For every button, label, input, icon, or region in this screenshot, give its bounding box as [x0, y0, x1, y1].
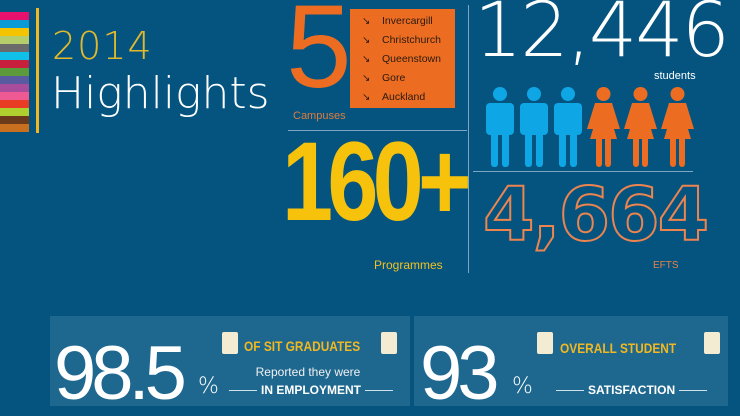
stat-line-bold: IN EMPLOYMENT — [225, 383, 397, 397]
campus-item: ↘ Auckland — [362, 88, 455, 107]
programme-count: 160+ — [282, 119, 472, 244]
color-bar — [0, 124, 29, 132]
arrow-icon: ↘ — [362, 54, 371, 65]
color-bar — [0, 100, 29, 108]
campus-item: ↘ Queenstown — [362, 50, 455, 69]
student-count: 12,446 — [474, 0, 730, 74]
stat-line-bold: SATISFACTION — [552, 383, 711, 397]
male-student-icon — [519, 87, 553, 172]
employment-stat-card: 98.5 % OF SIT GRADUATES Reported they we… — [50, 316, 410, 412]
male-student-icon — [485, 87, 519, 172]
female-student-icon — [661, 87, 698, 172]
thumbs-up-icon — [222, 332, 238, 354]
color-bars — [0, 12, 29, 132]
color-bar — [0, 12, 29, 20]
stat-unit: % — [512, 374, 533, 399]
color-bar — [0, 116, 29, 124]
thumbs-up-icon — [704, 332, 720, 354]
stat-unit: % — [198, 374, 219, 399]
arrow-icon: ↘ — [362, 35, 371, 46]
satisfaction-stat-card: 93 % OVERALL STUDENT SATISFACTION — [414, 316, 728, 412]
arrow-icon: ↘ — [362, 92, 371, 103]
divider — [468, 5, 469, 273]
page-title: Highlights — [51, 68, 270, 119]
color-bar — [0, 84, 29, 92]
thumbs-up-icon — [537, 332, 553, 354]
campus-list: ↘ Invercargill ↘ Christchurch ↘ Queenstown … — [350, 9, 455, 108]
student-label: students — [654, 70, 696, 82]
arrow-icon: ↘ — [362, 73, 371, 84]
efts-count: 4,664 — [482, 172, 710, 258]
campus-label: Campuses — [293, 110, 346, 122]
female-student-icon — [624, 87, 661, 172]
divider — [473, 171, 693, 172]
stat-heading: OF SIT GRADUATES — [244, 338, 361, 354]
color-bar — [0, 108, 29, 116]
title-divider — [36, 8, 39, 133]
campus-item: ↘ Gore — [362, 69, 455, 88]
campus-item: ↘ Invercargill — [362, 12, 455, 31]
color-bar — [0, 92, 29, 100]
arrow-icon: ↘ — [362, 16, 371, 27]
color-bar — [0, 28, 29, 36]
color-bar — [0, 76, 29, 84]
divider — [288, 130, 467, 131]
stat-value: 93 — [420, 331, 500, 416]
color-bar — [0, 36, 29, 44]
stat-value: 98.5 — [54, 331, 187, 416]
color-bar — [0, 68, 29, 76]
female-student-icon — [587, 87, 624, 172]
year: 2014 — [52, 24, 153, 68]
thumbs-up-icon — [381, 332, 397, 354]
color-bar — [0, 20, 29, 28]
programme-label: Programmes — [374, 258, 443, 272]
color-bar — [0, 52, 29, 60]
campus-count: 5 — [286, 0, 352, 113]
stat-line: Reported they were — [255, 365, 361, 379]
efts-label: EFTS — [653, 260, 679, 271]
campus-item: ↘ Christchurch — [362, 31, 455, 50]
people-icons — [485, 86, 698, 172]
color-bar — [0, 44, 29, 52]
color-bar — [0, 60, 29, 68]
stat-heading: OVERALL STUDENT — [560, 340, 677, 356]
male-student-icon — [553, 87, 587, 172]
